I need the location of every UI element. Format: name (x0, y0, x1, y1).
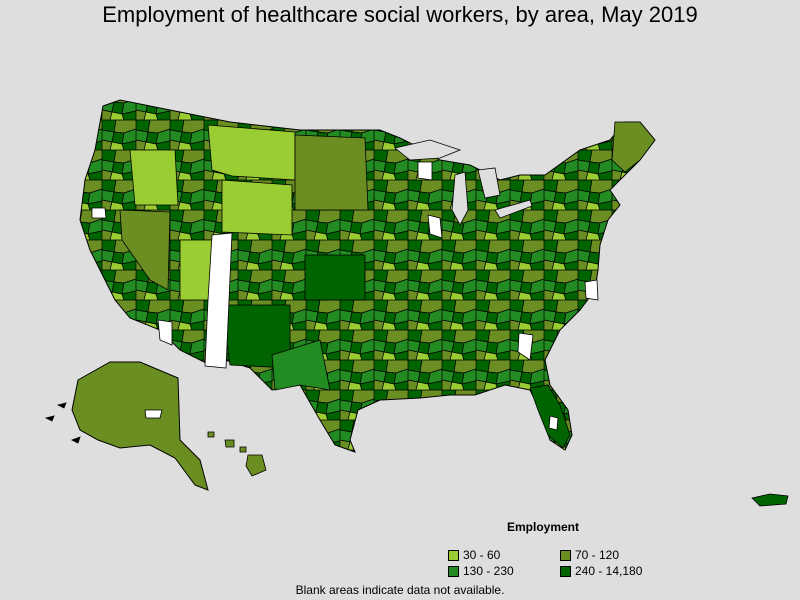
region-maine (611, 121, 656, 173)
no-data-area (157, 319, 173, 346)
lake-superior (394, 139, 462, 161)
alaska-mainland (71, 361, 209, 491)
puerto-rico (751, 493, 789, 507)
legend-label: 130 - 230 (463, 564, 514, 578)
no-data-area (548, 415, 559, 431)
no-data-area (144, 409, 163, 419)
alaska (44, 361, 209, 491)
hawaii-island (224, 439, 235, 448)
hawaii-island (207, 431, 215, 438)
region-nevada (119, 209, 171, 291)
map-legend: Employment 30 - 60 70 - 120 130 - 230 24… (448, 520, 642, 578)
no-data-area (91, 207, 107, 219)
great-lakes (394, 139, 533, 226)
legend-item: 30 - 60 (448, 548, 560, 562)
legend-label: 70 - 120 (575, 548, 620, 562)
lake-erie (494, 199, 533, 219)
legend-label: 30 - 60 (463, 548, 501, 562)
legend-swatch (560, 549, 571, 561)
region-kansas (304, 254, 366, 301)
no-data-area (427, 214, 443, 239)
lake-michigan (451, 171, 469, 226)
region-montana (207, 124, 296, 181)
legend-item: 70 - 120 (560, 548, 660, 562)
hawaii-island (239, 446, 247, 453)
lake-huron (477, 167, 501, 199)
region-west-texas (271, 339, 331, 391)
map-title: Employment of healthcare social workers,… (102, 2, 698, 27)
no-data-areas (91, 161, 599, 431)
legend-items: 30 - 60 70 - 120 130 - 230 240 - 14,180 (448, 548, 642, 578)
puerto-rico-island (751, 493, 789, 507)
no-data-area (417, 161, 433, 181)
region-idaho-oregon (129, 149, 179, 206)
data-availability-note: Blank areas indicate data not available. (295, 583, 505, 597)
no-data-area (517, 332, 534, 361)
legend-item: 240 - 14,180 (560, 564, 660, 578)
hawaii-island (245, 454, 267, 477)
region-wyoming (221, 179, 293, 236)
no-data-area (584, 279, 599, 301)
alaska-aleutians (44, 402, 81, 444)
legend-item: 130 - 230 (448, 564, 560, 578)
legend-label: 240 - 14,180 (575, 564, 643, 578)
legend-swatch (448, 565, 459, 577)
no-data-area (204, 232, 233, 369)
legend-swatch (448, 549, 459, 561)
legend-swatch (560, 565, 571, 577)
region-dakotas (294, 134, 369, 211)
legend-title: Employment (506, 520, 579, 534)
region-overlays (119, 121, 656, 449)
hawaii (207, 431, 267, 477)
